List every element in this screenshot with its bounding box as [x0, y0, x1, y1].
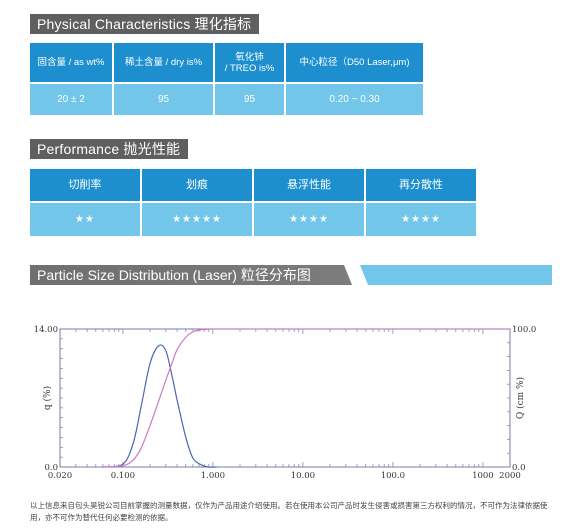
- y-right-tick-label: 100.0: [512, 325, 536, 335]
- physical-section-title: Physical Characteristics 理化指标: [30, 14, 260, 34]
- value-rare-earth-content: 95: [114, 84, 213, 115]
- header-cutting-rate: 切削率: [30, 169, 140, 201]
- header-slant-divider: [343, 265, 369, 285]
- x-tick-label: 0.100: [111, 471, 135, 481]
- performance-table: 切削率 划痕 悬浮性能 再分散性 ★★ ★★★★★ ★★★★ ★★★★: [28, 167, 478, 238]
- q-distribution-line: [102, 344, 217, 468]
- y-left-tick-label: 0.0: [44, 463, 58, 473]
- header-scratch: 划痕: [142, 169, 252, 201]
- y-right-tick-label: 0.0: [512, 463, 526, 473]
- x-tick-label: 1.000: [201, 471, 225, 481]
- performance-rating-row: ★★ ★★★★★ ★★★★ ★★★★: [30, 203, 476, 236]
- physical-value-row: 20 ± 2 95 95 0.20 ~ 0.30: [30, 84, 423, 115]
- performance-section-title: Performance 抛光性能: [30, 139, 189, 159]
- rating-redispersion: ★★★★: [366, 203, 476, 236]
- psd-section-header: Particle Size Distribution (Laser) 粒径分布图: [30, 265, 552, 285]
- performance-header-row: 切削率 划痕 悬浮性能 再分散性: [30, 169, 476, 201]
- header-solid-content: 固含量 / as wt%: [30, 43, 112, 82]
- y-right-axis-label: Q (cm %): [515, 377, 526, 419]
- header-rare-earth-content: 稀土含量 / dry is%: [114, 43, 213, 82]
- footnote-disclaimer: 以上信息来自包头昊锐公司目前掌握的测量数据，仅作为产品用途介绍使用。若在使用本公…: [30, 501, 548, 522]
- particle-size-chart: 0.020 0.100 1.000 10.00 100.0 1000 2000 14.00 0.…: [34, 325, 537, 481]
- x-tick-label: 0.020: [48, 471, 72, 481]
- value-ceria-treo: 95: [215, 84, 284, 115]
- physical-table: 固含量 / as wt% 稀土含量 / dry is% 氧化铈 / TREO i…: [28, 41, 425, 117]
- header-ceria-treo: 氧化铈 / TREO is%: [215, 43, 284, 82]
- Q-cumulative-line: [102, 328, 510, 468]
- value-median-particle-size: 0.20 ~ 0.30: [286, 84, 423, 115]
- rating-scratch: ★★★★★: [142, 203, 252, 236]
- x-tick-label: 1000: [472, 471, 494, 481]
- psd-section-title: Particle Size Distribution (Laser) 粒径分布图: [37, 267, 311, 283]
- x-tick-label: 2000: [499, 471, 521, 481]
- physical-section-header: Physical Characteristics 理化指标: [30, 14, 260, 34]
- x-tick-label: 10.00: [291, 471, 315, 481]
- plot-frame: [59, 328, 511, 468]
- performance-section-header: Performance 抛光性能: [30, 139, 189, 159]
- x-tick-label: 100.0: [381, 471, 405, 481]
- y-left-axis-label: q (%): [42, 386, 53, 410]
- y-left-tick-label: 14.00: [34, 325, 58, 335]
- header-redispersion: 再分散性: [366, 169, 476, 201]
- value-solid-content: 20 ± 2: [30, 84, 112, 115]
- header-median-particle-size: 中心粒径（D50 Laser,μm): [286, 43, 423, 82]
- header-suspension: 悬浮性能: [254, 169, 364, 201]
- rating-cutting-rate: ★★: [30, 203, 140, 236]
- rating-suspension: ★★★★: [254, 203, 364, 236]
- physical-header-row: 固含量 / as wt% 稀土含量 / dry is% 氧化铈 / TREO i…: [30, 43, 423, 82]
